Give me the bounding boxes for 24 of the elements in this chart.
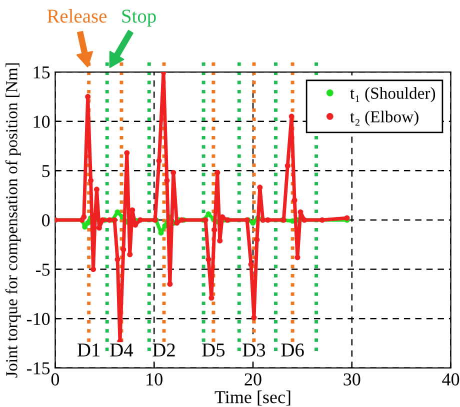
y-tick-label: -5 [36, 264, 50, 276]
ref-line-label: D5 [202, 344, 225, 357]
ref-line-label: D1 [78, 344, 100, 356]
y-tick-label: 0 [42, 214, 50, 226]
x-tick-label: 0 [51, 373, 60, 386]
x-tick-label: 40 [442, 373, 460, 386]
y-tick-label: 15 [34, 66, 50, 78]
y-tick-label: 10 [34, 116, 50, 128]
x-axis-title: Time [sec] [214, 390, 290, 406]
annotation: Release [47, 9, 107, 23]
y-tick-label: -15 [26, 362, 50, 374]
x-tick-label: 30 [344, 373, 360, 386]
x-tick-label: 20 [244, 373, 262, 386]
y-tick-label: -10 [26, 312, 50, 326]
x-tick-label: 10 [146, 373, 162, 386]
ref-line-label: D6 [281, 344, 304, 357]
ref-line-label: D4 [110, 344, 134, 356]
y-axis-title: Joint torque for compensation of position [Nm] [5, 63, 21, 378]
ref-line-label: D3 [242, 344, 266, 357]
legend-label: t₁ (Shoulder) [350, 87, 436, 102]
y-tick-label: 5 [42, 165, 50, 178]
ref-line-label: D2 [152, 344, 175, 356]
annotation: Stop [122, 10, 156, 27]
legend-label: t₂ (Elbow) [350, 110, 418, 126]
